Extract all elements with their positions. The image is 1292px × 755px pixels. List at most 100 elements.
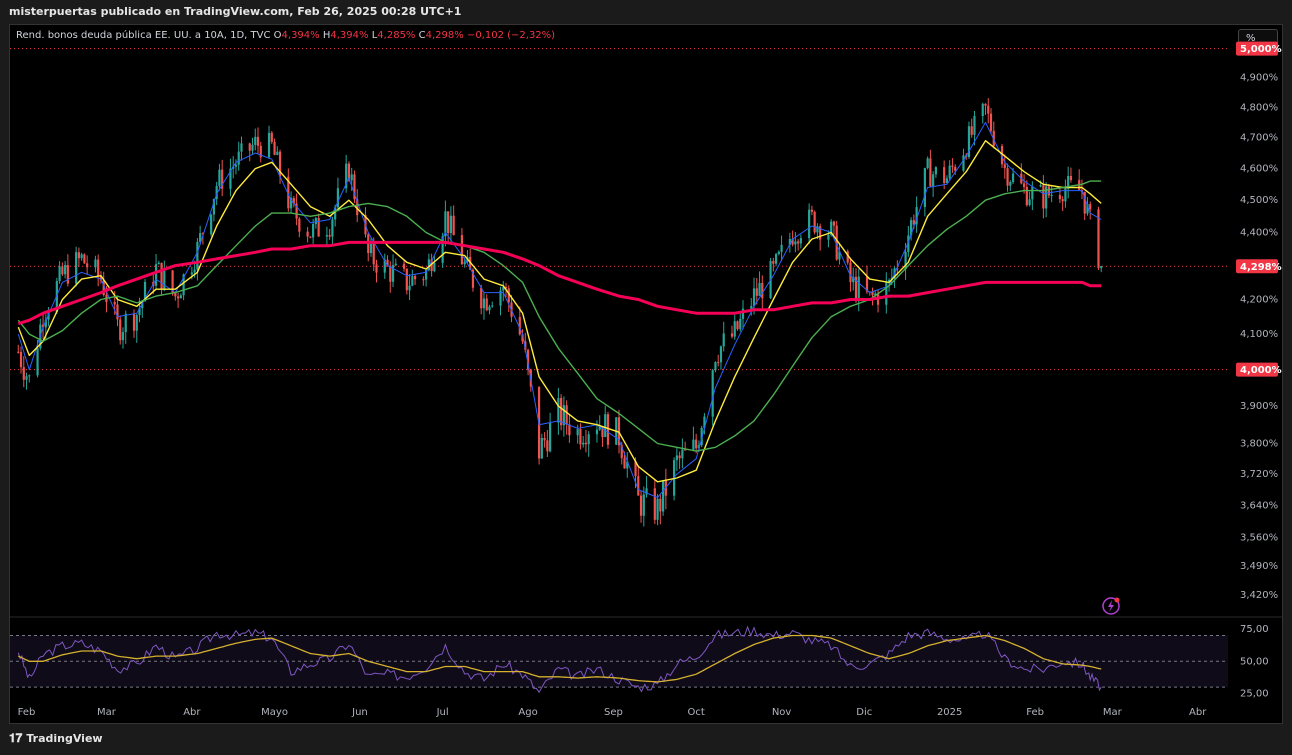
candle-body (449, 215, 453, 233)
candle-body (218, 169, 221, 187)
open-label: O (273, 30, 282, 41)
candle-body (182, 274, 185, 296)
candle-body (951, 165, 954, 167)
candle-body (639, 495, 643, 516)
candle-body (471, 269, 475, 288)
candle-body (1009, 181, 1012, 186)
candle-body (761, 282, 764, 299)
price-axis-tick: 3,800% (1240, 438, 1278, 449)
candle-body (66, 265, 69, 284)
candle-body (121, 332, 125, 341)
candle-body (579, 429, 582, 445)
candle-body (923, 168, 926, 208)
price-axis-tick: 4,800% (1240, 102, 1278, 113)
price-axis-tick: 3,420% (1240, 590, 1278, 601)
candle-body (193, 269, 196, 273)
candle-body (854, 276, 858, 300)
candle-body (248, 143, 251, 151)
candle-body (1045, 186, 1048, 209)
time-axis-tick: Feb (18, 707, 36, 718)
candle-body (830, 221, 833, 235)
candle-body (113, 301, 116, 305)
candle-body (256, 136, 260, 146)
candle-body (345, 163, 348, 189)
lightning-glyph (1108, 600, 1114, 612)
candle-body (827, 234, 830, 240)
candle-body (865, 276, 869, 292)
candle-body (482, 298, 486, 309)
candle-body (788, 239, 791, 245)
candle-body (289, 198, 293, 209)
candle-body (692, 439, 695, 450)
candle-body (199, 233, 202, 242)
candle-body (791, 239, 794, 245)
candle-body (565, 405, 568, 425)
candle-body (816, 226, 819, 233)
candle-body (617, 417, 621, 446)
candle-body (780, 244, 783, 252)
brand-name: TradingView (26, 732, 103, 745)
candle-body (1006, 168, 1009, 186)
candle-body (430, 259, 433, 272)
candle-body (1003, 164, 1006, 169)
candle-body (312, 224, 315, 238)
candle-body (926, 158, 929, 169)
candle-body (604, 414, 607, 438)
candle-body (229, 168, 232, 189)
candle-body (463, 261, 466, 265)
candle-body (444, 211, 447, 237)
candle-body (507, 288, 510, 303)
candle-body (606, 414, 610, 445)
candle-body (77, 252, 80, 259)
candle-body (584, 442, 588, 445)
moving-average-line (17, 180, 1102, 452)
candle-body (328, 235, 331, 237)
candle-body (943, 167, 946, 184)
high-label: H (322, 30, 331, 41)
low-label: L (371, 30, 378, 41)
candle-body (904, 251, 907, 270)
price-axis-tick: 4,700% (1240, 133, 1278, 144)
candle-body (932, 174, 935, 187)
candle-body (1025, 186, 1028, 206)
candle-body (425, 270, 428, 280)
candle-body (1031, 186, 1034, 200)
candle-body (58, 266, 61, 282)
chart-frame (9, 24, 1283, 724)
candle-body (201, 233, 204, 235)
candle-body (154, 264, 158, 286)
candle-body (325, 235, 329, 237)
candle-body (885, 281, 888, 305)
candle-body (141, 301, 144, 309)
candle-body (179, 295, 182, 299)
candle-body (739, 318, 742, 330)
time-axis-tick: Oct (688, 707, 705, 718)
candle-body (595, 429, 599, 435)
candle-body (276, 151, 279, 155)
close-value: 4,298% (425, 30, 464, 41)
candle-body (55, 281, 58, 313)
candle-body (521, 334, 524, 342)
change-value: −0,102 (−2,32%) (466, 30, 556, 41)
candle-body (28, 375, 31, 377)
candle-body (25, 376, 28, 380)
candle-body (408, 285, 411, 291)
candle-body (752, 288, 756, 306)
candle-body (460, 235, 464, 265)
candle-body (973, 116, 976, 135)
percent-scale-label: % (1246, 33, 1256, 44)
candle-body (750, 305, 753, 309)
candle-body (1039, 185, 1042, 187)
candle-body (653, 488, 656, 520)
candle-body (369, 243, 373, 254)
candle-body (813, 211, 816, 233)
candle-body (86, 263, 89, 268)
candle-body (945, 178, 949, 184)
candle-body (774, 254, 778, 264)
high-value: 4,394% (330, 30, 369, 41)
candle-body (620, 445, 623, 459)
candle-body (626, 461, 629, 469)
candle-body (157, 262, 160, 265)
time-axis-tick: Dic (856, 707, 872, 718)
